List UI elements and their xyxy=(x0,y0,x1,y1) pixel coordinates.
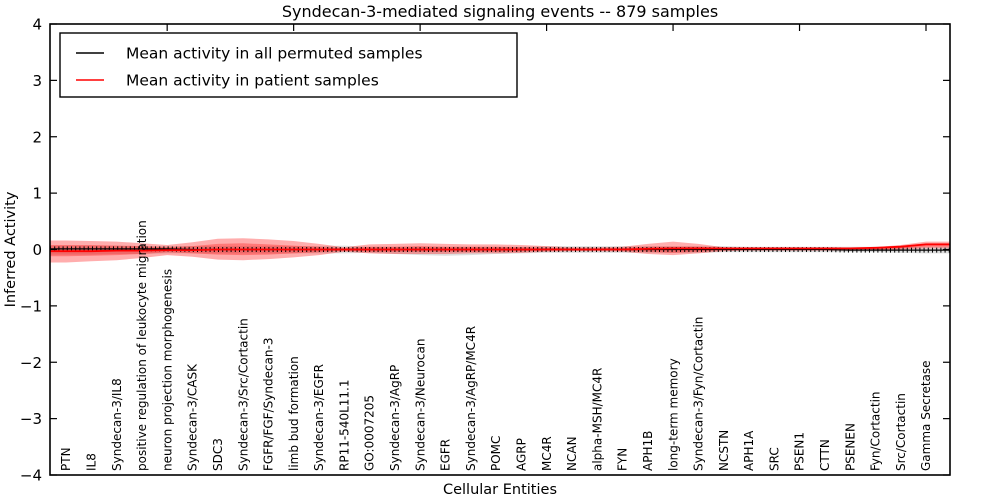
x-category-label: Syndecan-3/AgRP xyxy=(388,365,402,471)
x-category-label: Src/Cortactin xyxy=(894,393,908,471)
x-category-label: PSEN1 xyxy=(793,432,807,471)
x-category-label: Syndecan-3/IL8 xyxy=(110,378,124,471)
x-category-label: Fyn/Cortactin xyxy=(869,391,883,471)
x-category-label: PTN xyxy=(59,447,73,471)
legend-entry-label: Mean activity in patient samples xyxy=(126,72,379,90)
y-tick-label: 1 xyxy=(32,185,42,203)
x-category-label: Syndecan-3/Src/Cortactin xyxy=(236,318,250,471)
legend-entry-label: Mean activity in all permuted samples xyxy=(126,45,423,63)
x-category-label: GO:0007205 xyxy=(363,395,377,471)
x-category-label: Syndecan-3/AgRP/MC4R xyxy=(464,326,478,471)
y-tick-label: 0 xyxy=(32,241,42,259)
x-category-label: IL8 xyxy=(85,453,99,471)
x-category-label: NCSTN xyxy=(717,430,731,471)
patient-mean-line xyxy=(50,243,950,253)
x-category-label: NCAN xyxy=(565,436,579,471)
x-category-label: alpha-MSH/MC4R xyxy=(590,368,604,471)
x-category-label: PSENEN xyxy=(843,423,857,471)
x-category-label: neuron projection morphogenesis xyxy=(160,269,174,471)
x-category-label: Syndecan-3/CASK xyxy=(186,363,200,471)
y-tick-label: 4 xyxy=(32,16,42,34)
y-tick-label: −3 xyxy=(20,410,42,428)
x-category-label: positive regulation of leukocyte migrati… xyxy=(135,220,149,471)
x-category-label: Syndecan-3/Neurocan xyxy=(413,339,427,471)
y-tick-label: −1 xyxy=(20,297,42,315)
x-category-label: EGFR xyxy=(439,439,453,471)
x-category-label: Gamma Secretase xyxy=(919,360,933,471)
y-tick-label: 2 xyxy=(32,128,42,146)
y-tick-label: −4 xyxy=(20,467,42,485)
x-category-label: FGFR/FGF/Syndecan-3 xyxy=(262,338,276,471)
x-category-label: SRC xyxy=(767,447,781,471)
x-category-label: Syndecan-3/EGFR xyxy=(312,364,326,471)
x-category-label: APH1B xyxy=(641,431,655,471)
chart-title: Syndecan-3-mediated signaling events -- … xyxy=(282,2,718,21)
x-category-label: RP11-540L11.1 xyxy=(337,380,351,471)
x-category-label: CTTN xyxy=(818,439,832,471)
x-category-label: POMC xyxy=(489,436,503,471)
x-category-label: long-term memory xyxy=(666,358,680,471)
x-category-label: limb bud formation xyxy=(287,356,301,471)
x-category-label: Syndecan-3/Fyn/Cortactin xyxy=(692,317,706,471)
x-category-label: AGRP xyxy=(515,438,529,471)
y-tick-label: −2 xyxy=(20,354,42,372)
y-tick-label: 3 xyxy=(32,72,42,90)
x-category-label: SDC3 xyxy=(211,438,225,471)
y-axis-label: Inferred Activity xyxy=(3,191,19,307)
legend-box xyxy=(59,32,518,98)
x-category-label: FYN xyxy=(616,448,630,471)
x-axis-label: Cellular Entities xyxy=(443,482,557,498)
x-category-label: MC4R xyxy=(540,436,554,471)
x-category-label: APH1A xyxy=(742,430,756,471)
